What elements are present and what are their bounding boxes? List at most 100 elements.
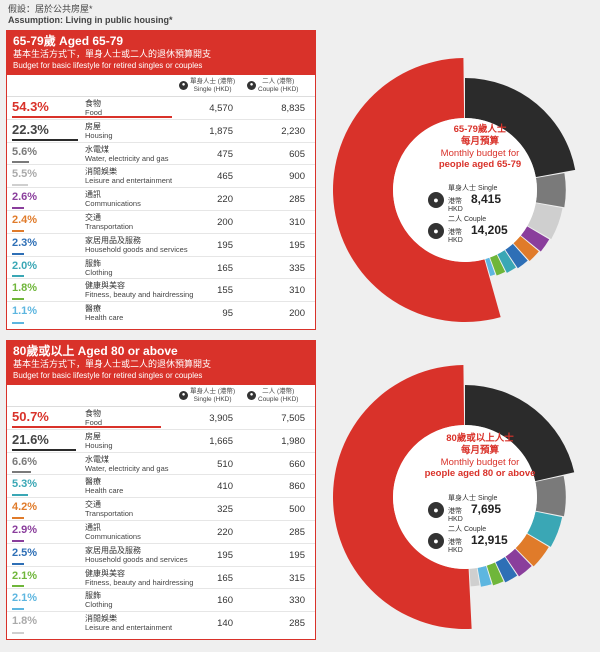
table-row: 22.3% 房屋 Housing 1,875 2,230: [7, 120, 315, 143]
row-label-en: Water, electricity and gas: [85, 153, 169, 163]
table-row: 5.5% 消閒娛樂 Leisure and entertainment 465 900: [7, 165, 315, 189]
row-label-en: Housing: [85, 440, 113, 450]
table-subtitle-zh: 基本生活方式下，單身人士或二人的退休預算開支: [13, 49, 212, 59]
ring-title-zh2: 每月預算: [460, 136, 499, 147]
ring-subtitle-1: Monthly budget for: [440, 457, 520, 468]
row-label-zh: 服飾: [85, 591, 101, 601]
row-percentage: 1.8%: [12, 282, 38, 295]
row-label-en: Clothing: [85, 600, 113, 610]
row-couple-value: 500: [289, 504, 305, 516]
row-couple-value: 310: [289, 285, 305, 297]
table-title: 80歲或以上 Aged 80 or above: [13, 344, 178, 358]
row-label-en: Household goods and services: [85, 244, 188, 254]
table-row: 2.6% 通訊 Communications 220 285: [7, 188, 315, 211]
couple-label: 二人 Couple: [448, 216, 487, 223]
table-row: 2.9% 通訊 Communications 220 285: [7, 521, 315, 544]
row-label: 家居用品及服務 Household goods and services: [85, 546, 188, 564]
column-headers: ● 單身人士 (港幣) Single (HKD) ● 二人 (港幣) Couple …: [7, 75, 315, 97]
ring-center-label: 80歲或以上人士 每月預算 Monthly budget for people …: [410, 433, 550, 479]
row-label-zh: 水電煤: [85, 144, 109, 154]
row-share-bar: [12, 425, 162, 428]
row-label-en: Food: [85, 418, 103, 427]
row-share-bar: [12, 516, 25, 519]
row-single-value: 220: [217, 194, 233, 206]
row-single-value: 4,570: [209, 103, 233, 114]
table-rows: 54.3% 食物 Food 4,570 8,835 22.3% 房屋 Housing 1,875…: [7, 97, 315, 325]
row-couple-value: 310: [289, 216, 305, 228]
row-label-en: Transportation: [85, 509, 134, 519]
row-label-en: Health care: [85, 313, 124, 323]
row-label-zh: 房屋: [85, 121, 101, 131]
row-label-zh: 交通: [85, 500, 101, 510]
hkd-label: 港幣 HKD: [448, 539, 463, 554]
row-label: 健康與美容 Fitness, beauty and hairdressing: [85, 281, 193, 299]
column-couple-en: Couple (HKD): [258, 85, 299, 93]
row-share-bar: [12, 608, 24, 611]
row-couple-value: 285: [289, 618, 305, 630]
row-single-value: 475: [217, 148, 233, 160]
row-couple-value: 200: [289, 308, 305, 320]
row-single-value: 155: [217, 285, 233, 297]
column-single: ● 單身人士 (港幣) Single (HKD): [179, 388, 235, 403]
row-couple-value: 285: [289, 194, 305, 206]
row-percentage: 21.6%: [12, 431, 49, 447]
row-single-value: 195: [217, 239, 233, 251]
row-share-bar: [12, 585, 24, 588]
row-percentage: 6.6%: [12, 455, 38, 468]
single-total: 8,415: [471, 192, 502, 206]
row-label-zh: 健康與美容: [85, 281, 125, 291]
row-label-en: Transportation: [85, 221, 134, 231]
donut-segment: [465, 385, 575, 482]
table-row: 4.2% 交通 Transportation 325 500: [7, 498, 315, 521]
row-single-value: 160: [217, 595, 233, 607]
row-label-zh: 家居用品及服務: [85, 235, 141, 245]
row-percentage: 2.3%: [12, 236, 38, 249]
row-couple-value: 7,505: [281, 413, 305, 424]
donut-segment: [515, 533, 549, 567]
row-label-en: Household goods and services: [85, 554, 188, 564]
row-couple-value: 285: [289, 526, 305, 538]
donut-segment: [527, 511, 563, 547]
row-label: 醫療 Health care: [85, 304, 123, 322]
donut-segment: [497, 250, 516, 273]
row-label: 通訊 Communications: [85, 523, 141, 541]
row-share-bar: [12, 631, 24, 634]
table-row: 54.3% 食物 Food 4,570 8,835: [7, 97, 315, 120]
row-single-value: 1,875: [209, 125, 233, 137]
ring-subtitle-2: people aged 65-79: [438, 159, 522, 170]
row-single-value: 95: [222, 308, 233, 320]
table-subtitle-zh: 基本生活方式下，單身人士或二人的退休預算開支: [13, 359, 212, 369]
row-couple-value: 1,980: [281, 435, 305, 447]
row-label: 食物 Food: [85, 409, 102, 427]
single-label: 單身人士 Single: [448, 495, 498, 502]
row-label-zh: 服飾: [85, 258, 101, 268]
row-label: 交通 Transportation: [85, 500, 133, 518]
donut-segment: [505, 243, 528, 269]
ring-center-label: 65-79歲人士 每月預算 Monthly budget for people …: [415, 124, 545, 170]
row-single-value: 195: [217, 549, 233, 561]
column-couple-zh: 二人 (港幣): [262, 388, 295, 395]
table-title: 65-79歲 Aged 65-79: [13, 34, 124, 48]
row-label: 房屋 Housing: [85, 432, 113, 450]
single-person-icon: ●: [179, 391, 188, 400]
table-row: 2.3% 家居用品及服務 Household goods and services 1…: [7, 234, 315, 257]
row-percentage: 2.5%: [12, 546, 38, 559]
donut-segment: [477, 565, 492, 587]
row-couple-value: 330: [289, 595, 305, 607]
row-share-bar: [12, 448, 76, 451]
row-label: 水電煤 Water, electricity and gas: [85, 455, 169, 473]
donut-hole: [393, 425, 537, 569]
row-single-value: 220: [217, 526, 233, 538]
row-label: 房屋 Housing: [85, 122, 113, 140]
table-row: 1.1% 醫療 Health care 95 200: [7, 302, 315, 325]
row-single-value: 165: [217, 262, 233, 274]
row-share-bar: [12, 206, 24, 209]
donut-segment: [505, 548, 532, 577]
row-label: 消閒娛樂 Leisure and entertainment: [85, 614, 172, 632]
budget-table-65-79: 65-79歲 Aged 65-79 基本生活方式下，單身人士或二人的退休預算開支…: [6, 30, 316, 330]
row-label: 家居用品及服務 Household goods and services: [85, 236, 188, 254]
row-couple-value: 195: [289, 549, 305, 561]
donut-segment: [535, 173, 566, 208]
table-row: 2.1% 健康與美容 Fitness, beauty and hairdressin…: [7, 567, 315, 590]
table-row: 2.4% 交通 Transportation 200 310: [7, 211, 315, 234]
